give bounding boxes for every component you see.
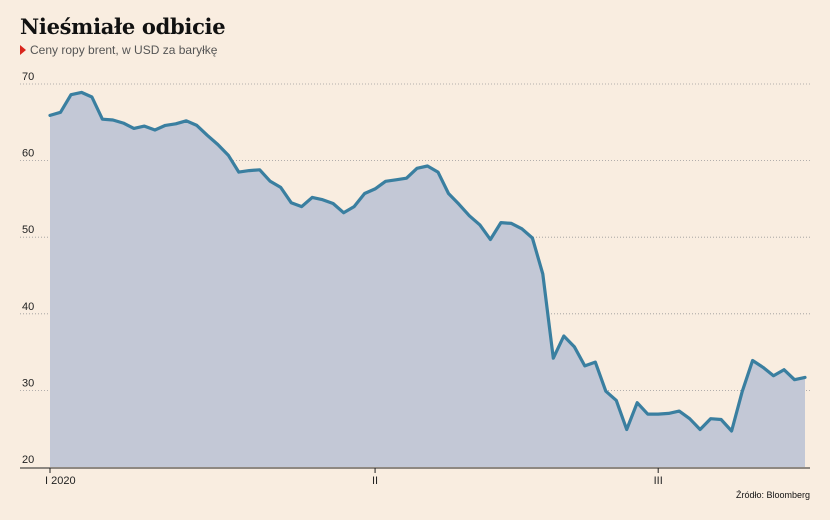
subtitle: Ceny ropy brent, w USD za baryłkę — [20, 43, 217, 57]
y-axis-ticks: 20 30 40 50 60 70 — [22, 71, 34, 466]
x-tick-label: I 2020 — [45, 475, 76, 487]
y-tick-label: 50 — [22, 224, 34, 236]
x-axis-ticks: I 2020IIIIIIV — [45, 468, 663, 487]
triangle-marker-icon — [20, 45, 26, 55]
y-tick-label: 30 — [22, 377, 34, 389]
y-tick-label: 40 — [22, 301, 34, 313]
page-title: Nieśmiałe odbicie — [20, 14, 226, 39]
y-tick-label: 60 — [22, 148, 34, 160]
y-tick-label: 20 — [22, 454, 34, 466]
price-line — [48, 90, 807, 433]
subtitle-text: Ceny ropy brent, w USD za baryłkę — [30, 43, 218, 57]
source-note: Źródło: Bloomberg — [735, 490, 810, 500]
price-area — [50, 92, 805, 468]
x-tick-label: II — [372, 475, 378, 487]
x-tick-label: III — [654, 475, 663, 487]
y-tick-label: 70 — [22, 71, 34, 83]
